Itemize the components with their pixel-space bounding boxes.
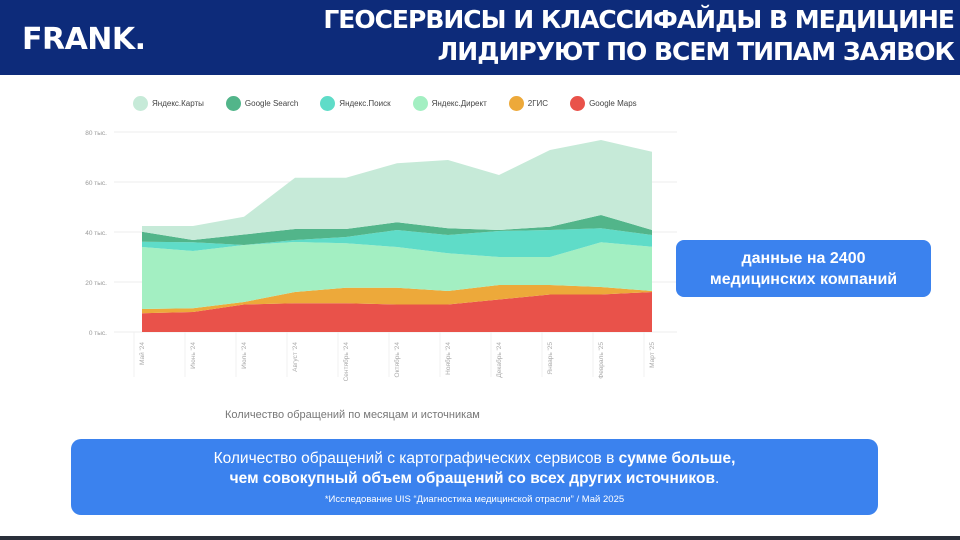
legend-label: Google Search <box>244 99 299 108</box>
x-tick-label: Декабрь '24 <box>495 342 503 378</box>
legend-item: Яндекс.Поиск <box>320 96 391 111</box>
x-tick-label: Июнь '24 <box>190 342 197 369</box>
y-tick-label: 0 тыс. <box>89 330 107 337</box>
y-tick-label: 60 тыс. <box>85 180 107 187</box>
page-title: ГЕОСЕРВИСЫ И КЛАССИФАЙДЫ В МЕДИЦИНЕ ЛИДИ… <box>323 4 955 68</box>
title-line-1: ГЕОСЕРВИСЫ И КЛАССИФАЙДЫ В МЕДИЦИНЕ <box>323 5 955 34</box>
legend-label: Яндекс.Карты <box>152 99 204 108</box>
companies-badge: данные на 2400 медицинских компаний <box>676 240 931 297</box>
area-яндекс-поиск <box>142 228 652 257</box>
summary-line-2: чем совокупный объем обращений со всех д… <box>71 470 878 488</box>
legend-label: 2ГИС <box>527 99 549 108</box>
x-tick-label: Август '24 <box>292 342 299 372</box>
legend-swatch <box>133 96 148 111</box>
area-2гис <box>142 285 652 314</box>
legend-item: Google Maps <box>570 96 637 111</box>
area-google-maps <box>142 292 652 332</box>
area-google-search <box>142 215 652 245</box>
title-line-2: ЛИДИРУЮТ ПО ВСЕМ ТИПАМ ЗАЯВОК <box>437 37 955 66</box>
legend-swatch <box>508 96 524 111</box>
chart-caption: Количество обращений по месяцам и источн… <box>225 409 480 421</box>
header-banner: FRANK. ГЕОСЕРВИСЫ И КЛАССИФАЙДЫ В МЕДИЦИ… <box>0 0 960 75</box>
chart-legend: Яндекс.Карты Google Search Яндекс.Поиск Янд… <box>133 96 659 111</box>
summary-text: Количество обращений с картографических … <box>213 450 619 467</box>
legend-item: 2ГИС <box>508 96 549 111</box>
legend-item: Яндекс.Директ <box>412 96 487 111</box>
x-tick-label: Май '24 <box>138 342 146 365</box>
area-яндекс-директ <box>142 242 652 309</box>
legend-label: Google Maps <box>589 99 637 108</box>
summary-bold-2: чем совокупный объем обращений со всех д… <box>229 470 715 487</box>
y-tick-label: 80 тыс. <box>85 130 107 137</box>
legend-item: Яндекс.Карты <box>133 96 204 111</box>
summary-line-1: Количество обращений с картографических … <box>71 450 878 468</box>
legend-swatch <box>320 96 336 111</box>
x-tick-label: Март '25 <box>649 342 656 368</box>
legend-item: Google Search <box>225 96 299 111</box>
x-tick-label: Ноябрь '24 <box>444 342 452 375</box>
x-tick-label: Февраль '25 <box>598 342 605 379</box>
y-tick-label: 40 тыс. <box>85 230 107 237</box>
frank-logo: FRANK. <box>22 22 146 57</box>
summary-bold: сумме больше, <box>618 450 736 467</box>
stacked-area-chart: 0 тыс. 20 тыс. 40 тыс. 60 тыс. 80 тыс. Май '2… <box>85 130 677 382</box>
summary-box: Количество обращений с картографических … <box>71 439 878 515</box>
y-tick-label: 20 тыс. <box>85 280 107 287</box>
x-tick-label: Январь '25 <box>547 342 554 375</box>
legend-label: Яндекс.Поиск <box>339 99 391 108</box>
x-tick-label: Сентябрь '24 <box>342 342 350 382</box>
x-tick-label: Октябрь '24 <box>393 342 401 378</box>
x-tick-label: Июль '24 <box>241 342 248 369</box>
badge-line-2: медицинских компаний <box>709 271 898 288</box>
legend-swatch <box>412 96 428 111</box>
legend-label: Яндекс.Директ <box>431 99 487 108</box>
summary-period: . <box>715 470 720 487</box>
legend-swatch <box>570 96 586 111</box>
footnote: *Исследование UIS “Диагностика медицинск… <box>324 494 625 505</box>
legend-swatch <box>225 96 241 111</box>
bottom-divider <box>0 536 960 540</box>
badge-line-1: данные на 2400 <box>741 250 866 267</box>
area-яндекс-карты <box>142 140 652 240</box>
